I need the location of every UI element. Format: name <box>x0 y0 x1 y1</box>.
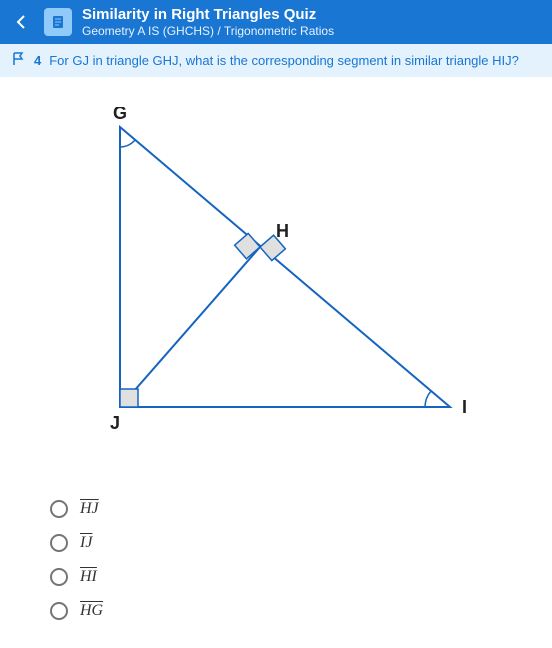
option-label: HG <box>80 602 103 620</box>
option-label: IJ <box>80 534 92 552</box>
svg-text:H: H <box>276 221 289 241</box>
flag-icon[interactable] <box>12 52 26 69</box>
content-area: G H I J HJ IJ HI HG <box>0 77 552 648</box>
radio-icon <box>50 568 68 586</box>
svg-text:J: J <box>110 413 120 433</box>
radio-icon <box>50 500 68 518</box>
svg-text:I: I <box>462 397 467 417</box>
document-icon <box>44 8 72 36</box>
quiz-title: Similarity in Right Triangles Quiz <box>82 6 542 24</box>
question-bar: 4 For GJ in triangle GHJ, what is the co… <box>0 44 552 77</box>
radio-icon <box>50 602 68 620</box>
answer-options: HJ IJ HI HG <box>30 482 522 628</box>
header-text: Similarity in Right Triangles Quiz Geome… <box>82 6 542 38</box>
header-bar: Similarity in Right Triangles Quiz Geome… <box>0 0 552 44</box>
svg-text:G: G <box>113 107 127 123</box>
breadcrumb: Geometry A IS (GHCHS) / Trigonometric Ra… <box>82 24 542 38</box>
back-button[interactable] <box>10 10 34 34</box>
radio-icon <box>50 534 68 552</box>
arrow-left-icon <box>14 14 30 30</box>
question-text: For GJ in triangle GHJ, what is the corr… <box>49 53 519 68</box>
option-ij[interactable]: IJ <box>50 526 522 560</box>
option-hi[interactable]: HI <box>50 560 522 594</box>
question-number: 4 <box>34 53 41 68</box>
option-hj[interactable]: HJ <box>50 492 522 526</box>
option-label: HI <box>80 568 97 586</box>
option-hg[interactable]: HG <box>50 594 522 628</box>
option-label: HJ <box>80 500 99 518</box>
triangle-diagram: G H I J <box>70 107 522 452</box>
